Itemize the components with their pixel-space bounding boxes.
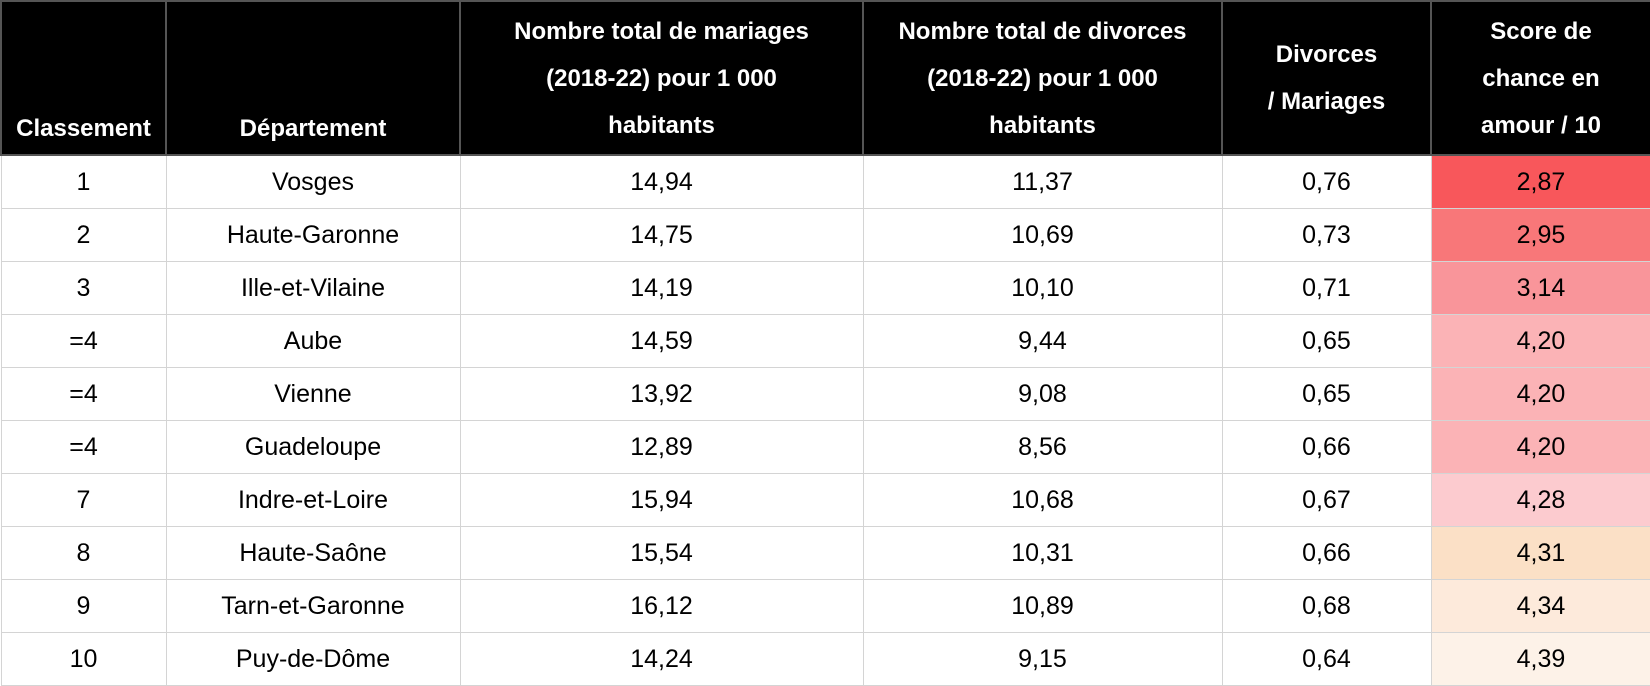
cell: 9,44 bbox=[862, 314, 1223, 368]
cell: Tarn-et-Garonne bbox=[165, 579, 461, 633]
header-text: / Mariages bbox=[1267, 88, 1386, 115]
table-row: 8 Haute-Saône 15,54 10,31 0,66 4,31 bbox=[0, 526, 1650, 580]
header-cell: Score de chance en amour / 10 bbox=[1430, 0, 1650, 156]
cell: 10,10 bbox=[862, 261, 1223, 315]
header-text: amour / 10 bbox=[1480, 111, 1602, 139]
cell: 2 bbox=[0, 208, 167, 262]
cell: 10 bbox=[0, 632, 167, 686]
header-cell: Divorces / Mariages bbox=[1221, 0, 1432, 156]
cell: 0,67 bbox=[1221, 473, 1432, 527]
score-cell: 4,39 bbox=[1430, 632, 1650, 686]
table-row: 2 Haute-Garonne 14,75 10,69 0,73 2,95 bbox=[0, 208, 1650, 262]
score-cell: 4,31 bbox=[1430, 526, 1650, 580]
cell: Ille-et-Vilaine bbox=[165, 261, 461, 315]
table-row: =4 Guadeloupe 12,89 8,56 0,66 4,20 bbox=[0, 420, 1650, 474]
cell: 16,12 bbox=[459, 579, 864, 633]
cell: 9,08 bbox=[862, 367, 1223, 421]
cell: 0,65 bbox=[1221, 314, 1432, 368]
header-cell: Département bbox=[165, 0, 461, 156]
table-row: =4 Aube 14,59 9,44 0,65 4,20 bbox=[0, 314, 1650, 368]
score-cell: 4,34 bbox=[1430, 579, 1650, 633]
header-text: Nombre total de divorces bbox=[898, 17, 1187, 45]
header-text: (2018-22) pour 1 000 bbox=[927, 64, 1158, 92]
cell: Aube bbox=[165, 314, 461, 368]
cell: 0,65 bbox=[1221, 367, 1432, 421]
header-text: habitants bbox=[608, 111, 715, 139]
cell: 11,37 bbox=[862, 154, 1223, 209]
cell: 10,31 bbox=[862, 526, 1223, 580]
score-cell: 4,20 bbox=[1430, 314, 1650, 368]
header-cell: Classement bbox=[0, 0, 167, 156]
cell: Haute-Saône bbox=[165, 526, 461, 580]
header-text: chance en bbox=[1482, 64, 1600, 92]
header-text: Score de bbox=[1490, 17, 1592, 45]
header-row: Classement Département Nombre total de mar… bbox=[0, 0, 1650, 156]
cell: 12,89 bbox=[459, 420, 864, 474]
cell: 9,15 bbox=[862, 632, 1223, 686]
cell: Guadeloupe bbox=[165, 420, 461, 474]
score-cell: 4,20 bbox=[1430, 367, 1650, 421]
table-row: =4 Vienne 13,92 9,08 0,65 4,20 bbox=[0, 367, 1650, 421]
cell: =4 bbox=[0, 420, 167, 474]
cell: 0,68 bbox=[1221, 579, 1432, 633]
header-text: Divorces bbox=[1275, 41, 1378, 68]
cell: 8,56 bbox=[862, 420, 1223, 474]
cell: Vosges bbox=[165, 154, 461, 209]
cell: 14,94 bbox=[459, 154, 864, 209]
score-cell: 4,20 bbox=[1430, 420, 1650, 474]
cell: 8 bbox=[0, 526, 167, 580]
cell: 10,89 bbox=[862, 579, 1223, 633]
score-cell: 4,28 bbox=[1430, 473, 1650, 527]
score-cell: 3,14 bbox=[1430, 261, 1650, 315]
header-text: Département bbox=[239, 115, 387, 142]
table-row: 7 Indre-et-Loire 15,94 10,68 0,67 4,28 bbox=[0, 473, 1650, 527]
header-cell: Nombre total de divorces (2018-22) pour 1… bbox=[862, 0, 1223, 156]
cell: 3 bbox=[0, 261, 167, 315]
cell: 7 bbox=[0, 473, 167, 527]
cell: 9 bbox=[0, 579, 167, 633]
header-text: Nombre total de mariages bbox=[514, 17, 809, 45]
cell: 0,66 bbox=[1221, 526, 1432, 580]
score-cell: 2,95 bbox=[1430, 208, 1650, 262]
score-cell: 2,87 bbox=[1430, 154, 1650, 209]
cell: Puy-de-Dôme bbox=[165, 632, 461, 686]
cell: Vienne bbox=[165, 367, 461, 421]
cell: Haute-Garonne bbox=[165, 208, 461, 262]
cell: Indre-et-Loire bbox=[165, 473, 461, 527]
cell: =4 bbox=[0, 367, 167, 421]
header-text: Classement bbox=[16, 115, 151, 142]
header-text: habitants bbox=[989, 111, 1096, 139]
cell: 0,73 bbox=[1221, 208, 1432, 262]
cell: 1 bbox=[0, 154, 167, 209]
cell: 10,68 bbox=[862, 473, 1223, 527]
cell: 0,66 bbox=[1221, 420, 1432, 474]
cell: 14,75 bbox=[459, 208, 864, 262]
cell: 14,59 bbox=[459, 314, 864, 368]
cell: 0,76 bbox=[1221, 154, 1432, 209]
table-row: 1 Vosges 14,94 11,37 0,76 2,87 bbox=[0, 154, 1650, 209]
cell: 0,64 bbox=[1221, 632, 1432, 686]
cell: 0,71 bbox=[1221, 261, 1432, 315]
cell: =4 bbox=[0, 314, 167, 368]
table-row: 10 Puy-de-Dôme 14,24 9,15 0,64 4,39 bbox=[0, 632, 1650, 686]
cell: 10,69 bbox=[862, 208, 1223, 262]
cell: 15,54 bbox=[459, 526, 864, 580]
header-text: (2018-22) pour 1 000 bbox=[546, 64, 777, 92]
table-row: 3 Ille-et-Vilaine 14,19 10,10 0,71 3,14 bbox=[0, 261, 1650, 315]
cell: 15,94 bbox=[459, 473, 864, 527]
table-row: 9 Tarn-et-Garonne 16,12 10,89 0,68 4,34 bbox=[0, 579, 1650, 633]
cell: 14,24 bbox=[459, 632, 864, 686]
header-cell: Nombre total de mariages (2018-22) pour 1… bbox=[459, 0, 864, 156]
cell: 14,19 bbox=[459, 261, 864, 315]
cell: 13,92 bbox=[459, 367, 864, 421]
table-body: 1 Vosges 14,94 11,37 0,76 2,87 2 Haute-Garonne 1… bbox=[0, 154, 1650, 686]
